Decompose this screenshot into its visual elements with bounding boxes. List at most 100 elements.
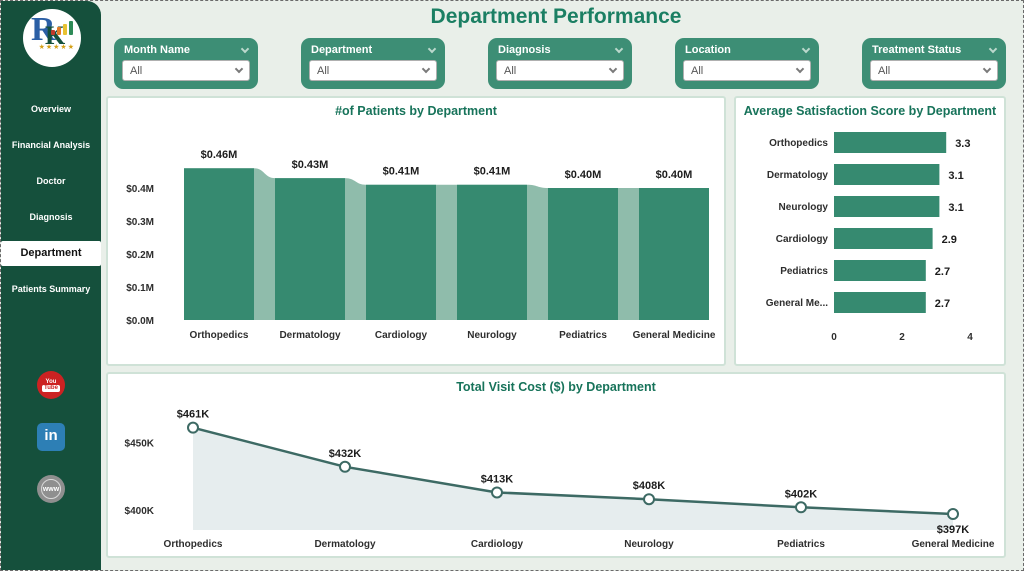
y-axis-tick: $0.2M xyxy=(126,250,154,261)
satisfaction-bar[interactable] xyxy=(834,228,933,249)
filter-value: All xyxy=(878,64,891,77)
x-axis-category: Orthopedics xyxy=(164,539,223,550)
line-marker[interactable] xyxy=(339,460,351,473)
y-axis-category: Orthopedics xyxy=(769,138,828,149)
chevron-down-icon[interactable] xyxy=(614,44,624,53)
data-label: 3.3 xyxy=(955,138,970,150)
data-label: $0.43M xyxy=(292,159,329,171)
chevron-down-icon[interactable] xyxy=(240,44,250,53)
sidebar-social: You Tube in www xyxy=(1,371,101,503)
funnel-bar[interactable] xyxy=(639,188,709,320)
satisfaction-score-chart[interactable]: Average Satisfaction Score by Department… xyxy=(734,96,1006,366)
filter-month-name-dropdown[interactable]: All xyxy=(122,60,250,81)
x-axis-category: Pediatrics xyxy=(777,539,825,550)
funnel-bar[interactable] xyxy=(275,178,345,320)
satisfaction-bar[interactable] xyxy=(834,260,926,281)
chart-title: #of Patients by Department xyxy=(335,104,497,118)
satisfaction-bar[interactable] xyxy=(834,164,940,185)
funnel-connector xyxy=(254,168,275,320)
funnel-bar[interactable] xyxy=(457,184,527,320)
data-label: $408K xyxy=(633,480,665,492)
chevron-down-icon xyxy=(608,64,618,74)
filter-bar: Month Name All Department All Diagnosis … xyxy=(114,38,1006,89)
funnel-connector xyxy=(527,184,548,320)
y-axis-tick: $0.3M xyxy=(126,217,154,228)
horizontal-bar-chart-canvas[interactable]: Orthopedics 3.3 Dermatology 3.1 Neurology 3.1… xyxy=(736,118,1004,358)
app-logo: R K ★★★★★ xyxy=(23,9,81,67)
filter-department: Department All xyxy=(301,38,445,89)
x-axis-category: Cardiology xyxy=(375,330,428,341)
filter-label: Month Name xyxy=(124,44,190,56)
chart-title: Total Visit Cost ($) by Department xyxy=(456,380,656,394)
sidebar-item-department[interactable]: Department xyxy=(1,241,101,266)
total-visit-cost-chart[interactable]: Total Visit Cost ($) by Department $400K… xyxy=(106,372,1006,558)
data-label: 2.9 xyxy=(942,234,957,246)
sidebar-item-patients-summary[interactable]: Patients Summary xyxy=(11,284,91,294)
sidebar-item-diagnosis[interactable]: Diagnosis xyxy=(29,212,73,222)
filter-diagnosis-dropdown[interactable]: All xyxy=(496,60,624,81)
sidebar-item-doctor[interactable]: Doctor xyxy=(36,176,66,186)
page-title: Department Performance xyxy=(430,5,682,28)
y-axis-tick: $0.4M xyxy=(126,184,154,195)
filter-treatment-status-dropdown[interactable]: All xyxy=(870,60,998,81)
x-axis-tick: 0 xyxy=(831,332,837,343)
chevron-down-icon[interactable] xyxy=(801,44,811,53)
filter-value: All xyxy=(317,64,330,77)
linkedin-icon[interactable]: in xyxy=(37,423,65,451)
sidebar-item-overview[interactable]: Overview xyxy=(30,104,72,114)
data-label: $461K xyxy=(177,409,209,421)
funnel-bar[interactable] xyxy=(548,188,618,320)
data-label: 2.7 xyxy=(935,298,950,310)
funnel-bar[interactable] xyxy=(184,168,254,320)
filter-location-dropdown[interactable]: All xyxy=(683,60,811,81)
y-axis-category: Pediatrics xyxy=(780,266,828,277)
data-label: $432K xyxy=(329,448,361,460)
y-axis-tick: $0.1M xyxy=(126,283,154,294)
filter-department-dropdown[interactable]: All xyxy=(309,60,437,81)
youtube-icon-text: Tube xyxy=(42,384,60,392)
sidebar-item-financial-analysis[interactable]: Financial Analysis xyxy=(11,140,91,150)
satisfaction-bar[interactable] xyxy=(834,132,947,153)
filter-value: All xyxy=(504,64,517,77)
x-axis-category: Pediatrics xyxy=(559,330,607,341)
filter-label: Diagnosis xyxy=(498,44,551,56)
website-globe-icon[interactable]: www xyxy=(37,475,65,503)
line-marker[interactable] xyxy=(187,421,199,434)
y-axis-tick: $450K xyxy=(125,439,155,450)
satisfaction-bar[interactable] xyxy=(834,292,926,313)
globe-icon-text: www xyxy=(42,485,60,493)
funnel-connector xyxy=(618,188,639,320)
filter-label: Location xyxy=(685,44,731,56)
line-marker[interactable] xyxy=(643,493,655,506)
chevron-down-icon[interactable] xyxy=(988,44,998,53)
x-axis-category: Dermatology xyxy=(314,539,376,550)
patients-by-department-chart[interactable]: #of Patients by Department $0.0M $0.1M $0.… xyxy=(106,96,726,366)
line-marker[interactable] xyxy=(491,486,503,499)
data-label: $413K xyxy=(481,473,513,485)
satisfaction-bar[interactable] xyxy=(834,196,940,217)
x-axis-tick: 4 xyxy=(967,332,973,343)
sidebar-nav: Overview Financial Analysis Doctor Diagn… xyxy=(1,97,101,302)
data-label: $0.46M xyxy=(201,149,238,161)
youtube-icon-text: You xyxy=(45,378,57,385)
funnel-bar[interactable] xyxy=(366,184,436,320)
line-marker[interactable] xyxy=(947,508,959,521)
youtube-icon[interactable]: You Tube xyxy=(37,371,65,399)
logo-letter-r: R xyxy=(31,11,56,48)
funnel-bar-chart-canvas[interactable]: $0.0M $0.1M $0.2M $0.3M $0.4M $0.46M Orthopedi… xyxy=(108,118,724,358)
y-axis-category: Neurology xyxy=(779,202,829,213)
filter-value: All xyxy=(130,64,143,77)
line-chart-canvas[interactable]: $400K $450K $461K Orthopedics $432K Dermatolo… xyxy=(108,394,1004,554)
filter-label: Department xyxy=(311,44,373,56)
filter-treatment-status: Treatment Status All xyxy=(862,38,1006,89)
funnel-connector xyxy=(436,184,457,320)
line-area-fill xyxy=(193,427,953,530)
filter-location: Location All xyxy=(675,38,819,89)
x-axis-category: General Medicine xyxy=(912,539,995,550)
filter-diagnosis: Diagnosis All xyxy=(488,38,632,89)
chevron-down-icon xyxy=(234,64,244,74)
line-series xyxy=(192,426,954,516)
chevron-down-icon[interactable] xyxy=(427,44,437,53)
line-marker[interactable] xyxy=(795,501,807,514)
filter-month-name: Month Name All xyxy=(114,38,258,89)
